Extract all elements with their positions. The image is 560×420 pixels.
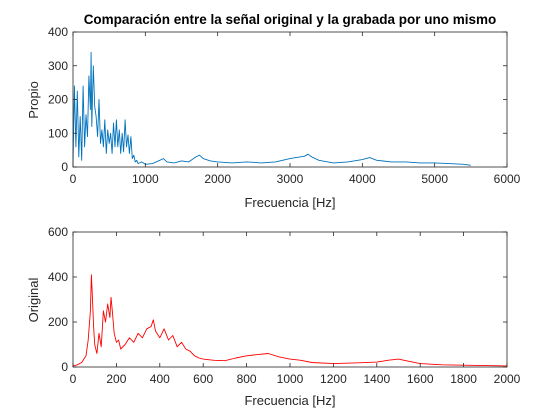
plot-area xyxy=(73,232,507,367)
x-axis-label: Frecuencia [Hz] xyxy=(244,195,335,210)
x-tick-label: 1000 xyxy=(277,372,304,386)
x-tick-label: 800 xyxy=(237,372,257,386)
y-axis-label: Original xyxy=(26,277,41,322)
y-axis-label: Propio xyxy=(26,81,41,119)
x-tick-label: 0 xyxy=(70,372,77,386)
x-tick-label: 2000 xyxy=(204,172,231,186)
y-tick-label: 400 xyxy=(48,25,68,39)
plot-area xyxy=(73,32,507,167)
x-axis-label: Frecuencia [Hz] xyxy=(244,393,335,408)
y-tick-label: 400 xyxy=(48,270,68,284)
chart-title: Comparación entre la señal original y la… xyxy=(84,12,497,27)
x-tick-label: 0 xyxy=(70,172,77,186)
x-tick-label: 1800 xyxy=(450,372,477,386)
x-tick-label: 200 xyxy=(106,372,126,386)
x-tick-label: 1400 xyxy=(363,372,390,386)
x-tick-label: 6000 xyxy=(494,172,521,186)
y-tick-label: 300 xyxy=(48,59,68,73)
x-tick-label: 400 xyxy=(150,372,170,386)
y-tick-label: 100 xyxy=(48,126,68,140)
x-tick-label: 5000 xyxy=(421,172,448,186)
x-tick-label: 1000 xyxy=(132,172,159,186)
y-tick-label: 0 xyxy=(61,360,68,374)
x-tick-label: 600 xyxy=(193,372,213,386)
x-tick-label: 3000 xyxy=(277,172,304,186)
x-tick-label: 1600 xyxy=(407,372,434,386)
y-tick-label: 200 xyxy=(48,315,68,329)
x-tick-label: 1200 xyxy=(320,372,347,386)
y-tick-label: 200 xyxy=(48,93,68,107)
x-tick-label: 4000 xyxy=(349,172,376,186)
x-tick-label: 2000 xyxy=(494,372,521,386)
y-tick-label: 600 xyxy=(48,225,68,239)
y-tick-label: 0 xyxy=(61,160,68,174)
